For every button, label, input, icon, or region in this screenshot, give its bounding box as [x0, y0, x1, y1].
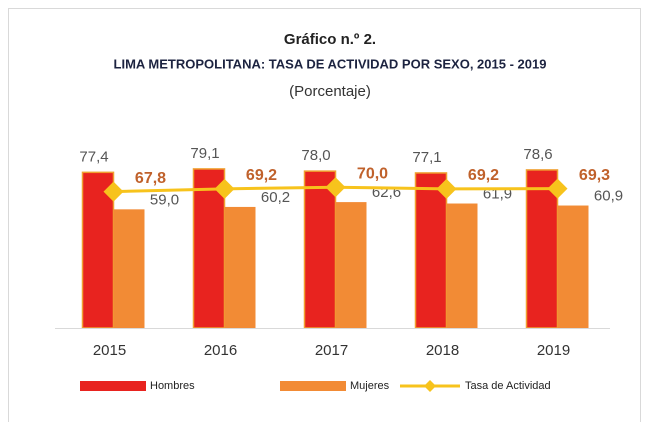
legend-label: Mujeres — [350, 380, 390, 392]
legend-label: Tasa de Actividad — [465, 380, 551, 392]
chart-subtitle: LIMA METROPOLITANA: TASA DE ACTIVIDAD PO… — [114, 56, 547, 71]
bar — [414, 172, 448, 329]
line-marker — [325, 177, 346, 198]
bar — [303, 170, 337, 329]
legend-swatch — [280, 381, 346, 391]
data-label: 77,1 — [412, 149, 441, 166]
data-label: 79,1 — [190, 145, 219, 162]
legend-label: Hombres — [150, 380, 195, 392]
x-tick-label: 2018 — [426, 342, 459, 359]
data-label: 59,0 — [150, 191, 179, 208]
data-label: 70,0 — [357, 165, 388, 182]
bar — [525, 169, 559, 329]
x-tick-label: 2019 — [537, 342, 570, 359]
bar — [224, 206, 256, 328]
data-label: 77,4 — [79, 148, 108, 165]
data-label: 60,9 — [594, 187, 623, 204]
data-label: 69,2 — [468, 167, 499, 184]
data-label: 78,0 — [301, 147, 330, 164]
bar — [557, 205, 589, 328]
x-tick-label: 2015 — [93, 342, 126, 359]
bar — [446, 203, 478, 328]
bar — [81, 171, 115, 329]
data-label: 69,2 — [246, 167, 277, 184]
data-label: 60,2 — [261, 189, 290, 206]
line-marker — [547, 178, 568, 199]
data-label: 69,3 — [579, 167, 610, 184]
x-tick-label: 2016 — [204, 342, 237, 359]
line-marker — [214, 178, 235, 199]
line-marker — [103, 181, 124, 202]
unit-note: (Porcentaje) — [289, 83, 371, 100]
bar — [113, 209, 145, 328]
data-label: 67,8 — [135, 170, 166, 187]
bar — [335, 202, 367, 328]
data-label: 78,6 — [523, 146, 552, 163]
legend-swatch — [80, 381, 146, 391]
chart-title: Gráfico n.º 2. — [284, 31, 376, 48]
x-tick-label: 2017 — [315, 342, 348, 359]
line-marker — [436, 178, 457, 199]
legend-swatch — [424, 380, 436, 392]
